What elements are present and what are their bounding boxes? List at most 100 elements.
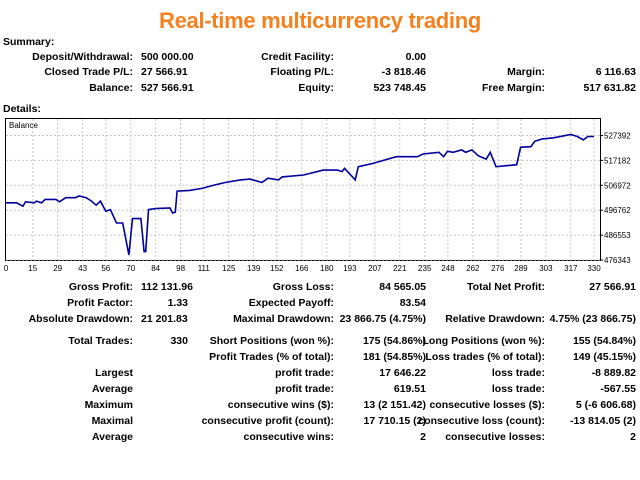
stat-value: 2 xyxy=(420,431,426,443)
y-tick-label: 506972 xyxy=(604,181,631,190)
legend-label: Balance xyxy=(9,121,38,130)
stat-label: Gross Profit: xyxy=(68,281,133,293)
stat-label: Profit Factor: xyxy=(67,297,133,309)
stat-value: 500 000.00 xyxy=(141,51,194,63)
stat-label: Long Positions (won %): xyxy=(422,335,545,347)
stat-label: consecutive loss (count): xyxy=(418,415,545,427)
stat-label: Maximal Drawdown: xyxy=(233,313,334,325)
stat-value: 6 116.63 xyxy=(595,66,636,78)
x-tick-label: 207 xyxy=(368,264,382,273)
stat-value: 619.51 xyxy=(393,383,426,395)
stat-label: consecutive wins ($): xyxy=(227,399,334,411)
x-tick-label: 248 xyxy=(441,264,455,273)
x-tick-label: 43 xyxy=(78,264,87,273)
stat-label: Maximal xyxy=(91,415,133,427)
stat-label: Gross Loss: xyxy=(272,281,334,293)
stat-value: 527 566.91 xyxy=(141,82,194,94)
x-tick-label: 139 xyxy=(247,264,261,273)
stat-label: Absolute Drawdown: xyxy=(28,313,133,325)
y-tick-label: 496762 xyxy=(604,206,631,215)
details-heading: Details: xyxy=(3,103,41,115)
stat-value: -567.55 xyxy=(600,383,636,395)
y-tick-label: 517182 xyxy=(604,156,631,165)
stat-label: Relative Drawdown: xyxy=(445,313,545,325)
stat-row: Average profit trade: 619.51 loss trade: -56… xyxy=(0,383,640,397)
stat-value: 4.75% (23 866.75) xyxy=(549,313,636,325)
stat-row: Profit Factor: 1.33 Expected Payoff: 83.54 xyxy=(0,297,640,311)
stat-label: Balance: xyxy=(89,82,133,94)
stat-row: Average consecutive wins: 2 consecutive los… xyxy=(0,431,640,445)
stat-row: Total Trades: 330 Short Positions (won %):… xyxy=(0,335,640,349)
stat-value: 13 (2 151.42) xyxy=(363,399,426,411)
stat-label: Floating P/L: xyxy=(270,66,334,78)
stat-label: Maximum xyxy=(84,399,133,411)
balance-chart: Balance 0 15 29 43 56 70 84 98 111 125 139 152 166 18… xyxy=(4,118,631,273)
stat-row: Closed Trade P/L: 27 566.91 Floating P/L: -… xyxy=(0,66,640,80)
stat-value: -8 889.82 xyxy=(591,367,636,379)
stat-label: Free Margin: xyxy=(481,82,545,94)
stat-label: consecutive profit (count): xyxy=(201,415,334,427)
stat-row: Largest profit trade: 17 646.22 loss trade:… xyxy=(0,367,640,381)
x-tick-label: 193 xyxy=(343,264,357,273)
y-tick-label: 486553 xyxy=(604,231,631,240)
stat-row: Gross Profit: 112 131.96 Gross Loss: 84 565… xyxy=(0,281,640,295)
stat-label: Average xyxy=(91,383,133,395)
stat-row: Maximal consecutive profit (count): 17 710… xyxy=(0,415,640,429)
stat-value: 27 566.91 xyxy=(589,281,636,293)
stat-row: Profit Trades (% of total): 181 (54.85%) L… xyxy=(0,351,640,365)
x-tick-label: 84 xyxy=(151,264,160,273)
x-tick-label: 330 xyxy=(587,264,601,273)
balance-line xyxy=(6,133,594,256)
x-tick-label: 152 xyxy=(270,264,284,273)
x-tick-label: 317 xyxy=(564,264,578,273)
x-tick-label: 0 xyxy=(4,264,9,273)
x-tick-label: 303 xyxy=(539,264,553,273)
x-tick-label: 98 xyxy=(176,264,185,273)
stat-label: Total Net Profit: xyxy=(467,281,545,293)
x-tick-label: 56 xyxy=(101,264,110,273)
stat-label: loss trade: xyxy=(491,383,545,395)
stat-value: 21 201.83 xyxy=(141,313,188,325)
stat-value: 112 131.96 xyxy=(141,281,193,293)
stat-value: 175 (54.86%) xyxy=(362,335,426,347)
stat-value: 17 646.22 xyxy=(379,367,426,379)
summary-heading: Summary: xyxy=(3,36,55,48)
x-tick-label: 29 xyxy=(53,264,62,273)
stat-label: Total Trades: xyxy=(68,335,133,347)
stat-row: Absolute Drawdown: 21 201.83 Maximal Drawd… xyxy=(0,313,640,327)
stat-value: 0.00 xyxy=(405,51,426,63)
stat-value: 330 xyxy=(170,335,188,347)
y-tick-label: 476343 xyxy=(604,256,631,265)
stat-label: Equity: xyxy=(298,82,334,94)
stat-label: consecutive losses: xyxy=(445,431,545,443)
y-tick-label: 527392 xyxy=(604,132,631,141)
x-tick-label: 111 xyxy=(198,264,211,273)
stat-label: profit trade: xyxy=(275,367,334,379)
x-tick-label: 262 xyxy=(466,264,480,273)
stat-label: Margin: xyxy=(507,66,545,78)
stat-label: Deposit/Withdrawal: xyxy=(32,51,133,63)
stat-label: profit trade: xyxy=(275,383,334,395)
x-tick-label: 289 xyxy=(514,264,528,273)
stat-label: Expected Payoff: xyxy=(248,297,334,309)
stat-row: Maximum consecutive wins ($): 13 (2 151.42… xyxy=(0,399,640,413)
stat-value: 5 (-6 606.68) xyxy=(575,399,636,411)
stat-value: 149 (45.15%) xyxy=(572,351,636,363)
stat-value: 27 566.91 xyxy=(141,66,188,78)
stat-value: 155 (54.84%) xyxy=(572,335,636,347)
stat-value: 83.54 xyxy=(399,297,426,309)
stat-value: -3 818.46 xyxy=(381,66,426,78)
stat-row: Balance: 527 566.91 Equity: 523 748.45 Free … xyxy=(0,82,640,96)
stat-label: Credit Facility: xyxy=(261,51,334,63)
stat-value: 17 710.15 (2) xyxy=(363,415,426,427)
stat-value: 517 631.82 xyxy=(583,82,636,94)
stat-label: loss trade: xyxy=(491,367,545,379)
x-tick-label: 125 xyxy=(222,264,236,273)
stat-label: Largest xyxy=(95,367,133,379)
stat-row: Deposit/Withdrawal: 500 000.00 Credit Faci… xyxy=(0,51,640,65)
stat-label: Short Positions (won %): xyxy=(209,335,334,347)
x-tick-label: 180 xyxy=(320,264,334,273)
stat-label: consecutive losses ($): xyxy=(429,399,545,411)
x-tick-label: 15 xyxy=(28,264,37,273)
stat-value: -13 814.05 (2) xyxy=(570,415,636,427)
